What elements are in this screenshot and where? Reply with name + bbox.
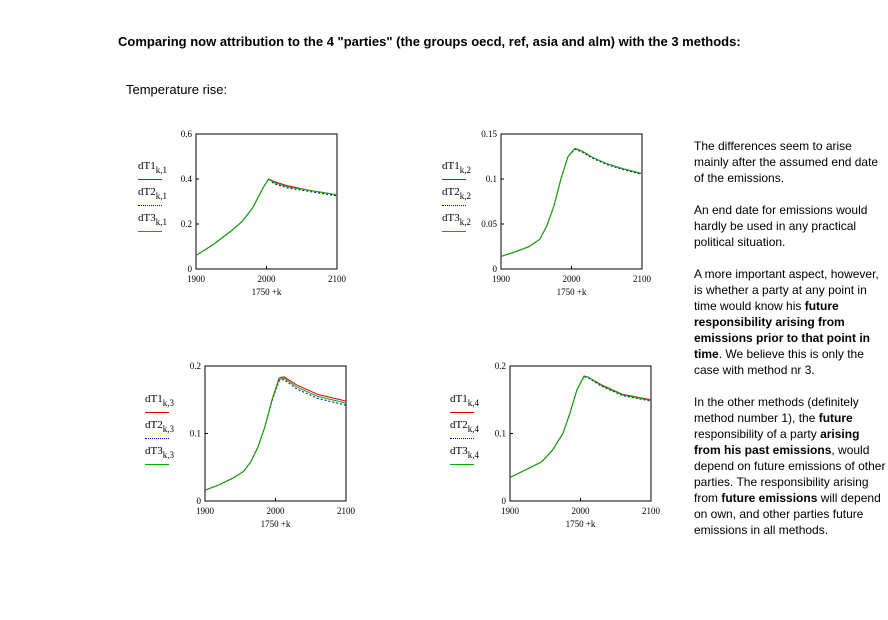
series-line-dt1	[509, 375, 652, 478]
x-tick-label: 2100	[337, 506, 356, 516]
series-line-dt2	[509, 376, 652, 478]
legend-item-dt3: dT3k,3	[145, 445, 185, 471]
y-tick-label: 0	[502, 496, 507, 506]
legend-item-dt3: dT3k,2	[442, 212, 482, 238]
legend-item-dt1: dT1k,1	[138, 160, 178, 186]
legend-item-dt1: dT1k,4	[450, 393, 490, 419]
x-tick-label: 2100	[328, 274, 347, 284]
chart-4: 0 0.1 0.2 1900 2000 2100 1750 +k	[495, 361, 661, 535]
y-tick-label: 0.6	[181, 129, 193, 139]
chart-1: 0 0.2 0.4 0.6 1900 2000 2100 1750 +k	[181, 129, 347, 303]
x-tick-label: 2000	[258, 274, 277, 284]
legend-item-dt3: dT3k,1	[138, 212, 178, 238]
chart-3-svg: 0 0.1 0.2 1900 2000 2100 1750 +k	[190, 361, 356, 529]
chart-2: 0 0.05 0.1 0.15 1900 2000 2100 1750 +k	[481, 129, 651, 303]
legend-item-dt1: dT1k,3	[145, 393, 185, 419]
x-axis-label: 1750 +k	[557, 287, 587, 297]
chart-2-svg: 0 0.05 0.1 0.15 1900 2000 2100 1750 +k	[481, 129, 651, 297]
y-tick-label: 0.2	[190, 361, 201, 371]
series-line-dt3	[509, 375, 652, 478]
chart-4-svg: 0 0.1 0.2 1900 2000 2100 1750 +k	[495, 361, 661, 529]
legend-item-dt2: dT2k,2	[442, 186, 482, 212]
legend-item-dt2: dT2k,4	[450, 419, 490, 445]
series-line-dt2	[500, 148, 643, 257]
x-axis-label: 1750 +k	[566, 519, 596, 529]
chart-1-svg: 0 0.2 0.4 0.6 1900 2000 2100 1750 +k	[181, 129, 347, 297]
x-tick-label: 1900	[501, 506, 520, 516]
y-tick-label: 0.15	[481, 129, 497, 139]
y-tick-label: 0.2	[495, 361, 506, 371]
legend-item-dt2: dT2k,3	[145, 419, 185, 445]
x-tick-label: 2100	[633, 274, 652, 284]
chart-2-legend: dT1k,2 dT2k,2 dT3k,2	[442, 160, 482, 238]
plot-frame	[509, 365, 652, 502]
y-tick-label: 0.1	[486, 174, 497, 184]
y-tick-label: 0	[493, 264, 498, 274]
legend-item-dt3: dT3k,4	[450, 445, 490, 471]
y-tick-label: 0.2	[181, 219, 192, 229]
y-tick-label: 0	[197, 496, 202, 506]
paragraph-differences: The differences seem to arise mainly aft…	[694, 139, 879, 185]
x-tick-label: 1900	[196, 506, 215, 516]
x-tick-label: 2000	[267, 506, 286, 516]
x-tick-label: 2000	[572, 506, 591, 516]
chart-3: 0 0.1 0.2 1900 2000 2100 1750 +k	[190, 361, 356, 535]
page-title: Comparing now attribution to the 4 "part…	[118, 34, 741, 49]
x-tick-label: 1900	[492, 274, 511, 284]
x-axis-label: 1750 +k	[261, 519, 291, 529]
y-tick-label: 0	[188, 264, 193, 274]
series-line-dt1	[195, 178, 338, 256]
series-line-dt3	[195, 178, 338, 256]
plot-frame	[195, 133, 338, 270]
y-tick-label: 0.1	[190, 429, 201, 439]
series-line-dt3	[204, 377, 347, 491]
paragraph-other-methods: In the other methods (definitely method …	[694, 395, 886, 537]
legend-item-dt1: dT1k,2	[442, 160, 482, 186]
chart-3-legend: dT1k,3 dT2k,3 dT3k,3	[145, 393, 185, 471]
x-axis-label: 1750 +k	[252, 287, 282, 297]
series-line-dt1	[204, 376, 347, 491]
section-subtitle: Temperature rise:	[126, 82, 228, 97]
y-tick-label: 0.1	[495, 429, 506, 439]
x-tick-label: 1900	[187, 274, 206, 284]
legend-item-dt2: dT2k,1	[138, 186, 178, 212]
chart-4-legend: dT1k,4 dT2k,4 dT3k,4	[450, 393, 490, 471]
x-tick-label: 2100	[642, 506, 661, 516]
plot-frame	[204, 365, 347, 502]
x-tick-label: 2000	[563, 274, 582, 284]
y-tick-label: 0.4	[181, 174, 193, 184]
series-line-dt3	[500, 147, 643, 257]
paragraph-aspect: A more important aspect, however, is whe…	[694, 267, 879, 377]
series-line-dt2	[195, 178, 338, 256]
series-line-dt1	[500, 147, 643, 257]
paragraph-end-date: An end date for emissions would hardly b…	[694, 203, 868, 249]
y-tick-label: 0.05	[481, 219, 497, 229]
chart-1-legend: dT1k,1 dT2k,1 dT3k,1	[138, 160, 178, 238]
side-commentary: The differences seem to arise mainly aft…	[694, 138, 886, 554]
